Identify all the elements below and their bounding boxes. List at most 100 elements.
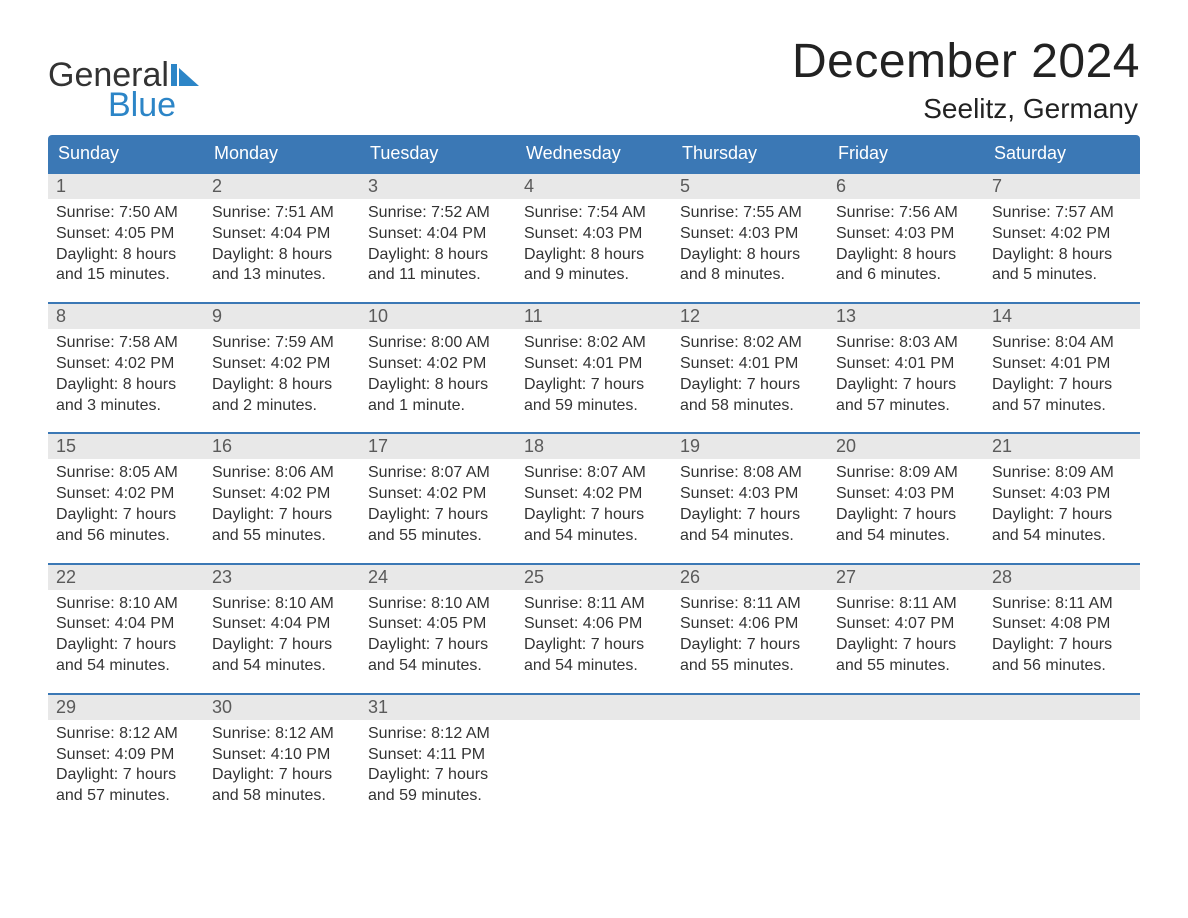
weekday-header-row: Sunday Monday Tuesday Wednesday Thursday… xyxy=(48,135,1140,174)
day-sunrise: Sunrise: 8:09 AM xyxy=(992,463,1132,484)
day-d2: and 54 minutes. xyxy=(524,656,664,677)
day-number: 25 xyxy=(516,565,672,590)
day-number: 5 xyxy=(672,174,828,199)
day-sunset: Sunset: 4:02 PM xyxy=(992,224,1132,245)
day-sunset: Sunset: 4:06 PM xyxy=(680,614,820,635)
day-cell: Sunrise: 8:12 AMSunset: 4:10 PMDaylight:… xyxy=(204,720,360,809)
day-cell: Sunrise: 8:09 AMSunset: 4:03 PMDaylight:… xyxy=(828,459,984,548)
day-d1: Daylight: 7 hours xyxy=(56,765,196,786)
day-sunrise: Sunrise: 8:10 AM xyxy=(368,594,508,615)
day-number: 29 xyxy=(48,695,204,720)
day-sunset: Sunset: 4:03 PM xyxy=(992,484,1132,505)
weeks-container: 1234567Sunrise: 7:50 AMSunset: 4:05 PMDa… xyxy=(48,174,1140,809)
day-number: 13 xyxy=(828,304,984,329)
day-sunrise: Sunrise: 8:08 AM xyxy=(680,463,820,484)
day-d1: Daylight: 7 hours xyxy=(680,375,820,396)
day-cell: Sunrise: 7:54 AMSunset: 4:03 PMDaylight:… xyxy=(516,199,672,288)
day-d2: and 54 minutes. xyxy=(992,526,1132,547)
day-sunrise: Sunrise: 7:59 AM xyxy=(212,333,352,354)
day-cell xyxy=(984,720,1140,809)
day-d2: and 55 minutes. xyxy=(212,526,352,547)
day-d1: Daylight: 7 hours xyxy=(524,375,664,396)
day-cell: Sunrise: 8:02 AMSunset: 4:01 PMDaylight:… xyxy=(516,329,672,418)
day-d2: and 59 minutes. xyxy=(368,786,508,807)
day-sunset: Sunset: 4:02 PM xyxy=(56,484,196,505)
day-sunrise: Sunrise: 8:09 AM xyxy=(836,463,976,484)
day-number: 23 xyxy=(204,565,360,590)
day-d1: Daylight: 8 hours xyxy=(680,245,820,266)
day-d1: Daylight: 7 hours xyxy=(836,635,976,656)
week-row: 293031 Sunrise: 8:12 AMSunset: 4:09 PMDa… xyxy=(48,693,1140,809)
day-sunset: Sunset: 4:03 PM xyxy=(836,224,976,245)
day-cell: Sunrise: 8:10 AMSunset: 4:04 PMDaylight:… xyxy=(48,590,204,679)
title-block: December 2024 Seelitz, Germany xyxy=(792,34,1140,125)
day-number: 28 xyxy=(984,565,1140,590)
day-sunrise: Sunrise: 7:52 AM xyxy=(368,203,508,224)
day-sunset: Sunset: 4:02 PM xyxy=(56,354,196,375)
day-number: 20 xyxy=(828,434,984,459)
day-d2: and 54 minutes. xyxy=(836,526,976,547)
day-number-row: 22232425262728 xyxy=(48,565,1140,590)
day-d2: and 55 minutes. xyxy=(836,656,976,677)
day-d1: Daylight: 7 hours xyxy=(836,375,976,396)
day-d2: and 56 minutes. xyxy=(992,656,1132,677)
day-number: 15 xyxy=(48,434,204,459)
day-d1: Daylight: 8 hours xyxy=(56,245,196,266)
day-number: 31 xyxy=(360,695,516,720)
day-number: 18 xyxy=(516,434,672,459)
day-number: 14 xyxy=(984,304,1140,329)
day-d1: Daylight: 7 hours xyxy=(992,505,1132,526)
day-sunrise: Sunrise: 8:03 AM xyxy=(836,333,976,354)
day-sunrise: Sunrise: 8:07 AM xyxy=(368,463,508,484)
day-d2: and 54 minutes. xyxy=(212,656,352,677)
day-number: 24 xyxy=(360,565,516,590)
day-d1: Daylight: 7 hours xyxy=(524,635,664,656)
day-sunrise: Sunrise: 7:56 AM xyxy=(836,203,976,224)
day-sunset: Sunset: 4:09 PM xyxy=(56,745,196,766)
day-d1: Daylight: 7 hours xyxy=(992,635,1132,656)
day-sunrise: Sunrise: 7:51 AM xyxy=(212,203,352,224)
day-d2: and 55 minutes. xyxy=(680,656,820,677)
day-d1: Daylight: 8 hours xyxy=(836,245,976,266)
day-d1: Daylight: 8 hours xyxy=(368,245,508,266)
day-d1: Daylight: 7 hours xyxy=(56,505,196,526)
day-cell: Sunrise: 8:08 AMSunset: 4:03 PMDaylight:… xyxy=(672,459,828,548)
day-sunset: Sunset: 4:02 PM xyxy=(368,484,508,505)
day-d1: Daylight: 8 hours xyxy=(212,375,352,396)
day-sunrise: Sunrise: 8:10 AM xyxy=(56,594,196,615)
day-sunset: Sunset: 4:03 PM xyxy=(836,484,976,505)
day-number: 21 xyxy=(984,434,1140,459)
day-sunset: Sunset: 4:03 PM xyxy=(524,224,664,245)
page: General Blue December 2024 Seelitz, Germ… xyxy=(0,0,1188,809)
day-cell: Sunrise: 7:52 AMSunset: 4:04 PMDaylight:… xyxy=(360,199,516,288)
day-sunrise: Sunrise: 8:12 AM xyxy=(368,724,508,745)
day-d1: Daylight: 7 hours xyxy=(368,765,508,786)
day-sunrise: Sunrise: 7:54 AM xyxy=(524,203,664,224)
day-number: 7 xyxy=(984,174,1140,199)
day-cell: Sunrise: 7:50 AMSunset: 4:05 PMDaylight:… xyxy=(48,199,204,288)
day-number-row: 891011121314 xyxy=(48,304,1140,329)
top-bar: General Blue December 2024 Seelitz, Germ… xyxy=(48,34,1140,125)
day-sunset: Sunset: 4:03 PM xyxy=(680,484,820,505)
day-number-row: 293031 xyxy=(48,695,1140,720)
day-sunrise: Sunrise: 7:50 AM xyxy=(56,203,196,224)
day-d2: and 57 minutes. xyxy=(56,786,196,807)
day-d1: Daylight: 7 hours xyxy=(368,635,508,656)
day-sunset: Sunset: 4:08 PM xyxy=(992,614,1132,635)
day-d2: and 57 minutes. xyxy=(992,396,1132,417)
day-cell: Sunrise: 8:12 AMSunset: 4:09 PMDaylight:… xyxy=(48,720,204,809)
weekday-header: Saturday xyxy=(984,135,1140,174)
day-sunrise: Sunrise: 8:11 AM xyxy=(992,594,1132,615)
day-d2: and 56 minutes. xyxy=(56,526,196,547)
day-sunrise: Sunrise: 8:05 AM xyxy=(56,463,196,484)
day-d1: Daylight: 8 hours xyxy=(368,375,508,396)
day-body-row: Sunrise: 8:10 AMSunset: 4:04 PMDaylight:… xyxy=(48,590,1140,679)
day-sunset: Sunset: 4:11 PM xyxy=(368,745,508,766)
day-sunset: Sunset: 4:07 PM xyxy=(836,614,976,635)
day-sunset: Sunset: 4:01 PM xyxy=(680,354,820,375)
day-sunset: Sunset: 4:05 PM xyxy=(368,614,508,635)
day-cell: Sunrise: 8:03 AMSunset: 4:01 PMDaylight:… xyxy=(828,329,984,418)
day-number: 22 xyxy=(48,565,204,590)
day-cell: Sunrise: 7:51 AMSunset: 4:04 PMDaylight:… xyxy=(204,199,360,288)
day-d2: and 54 minutes. xyxy=(524,526,664,547)
